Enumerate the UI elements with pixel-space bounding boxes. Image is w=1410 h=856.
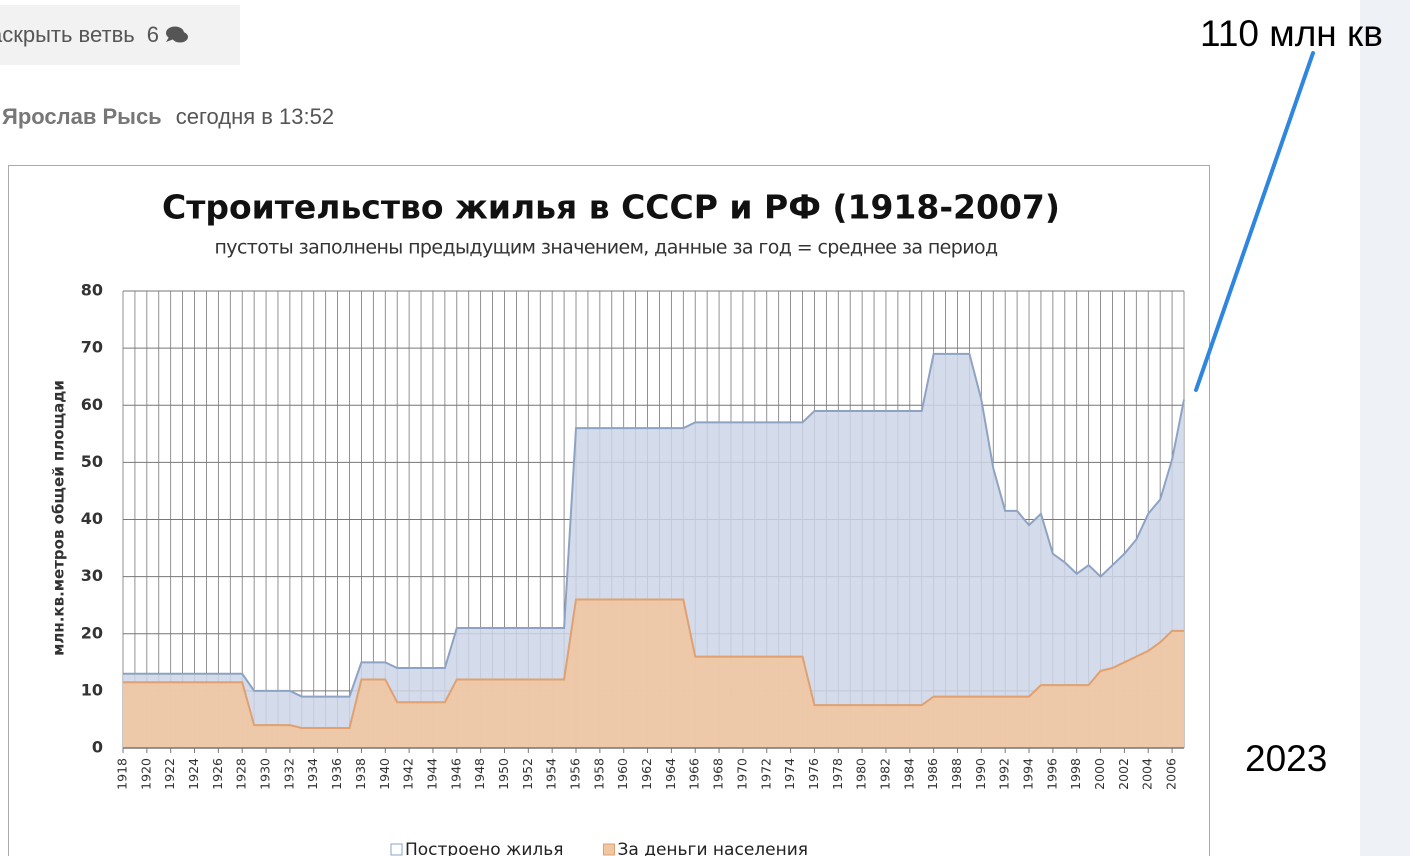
x-tick-label: 1972 <box>758 758 773 790</box>
x-tick-label: 1974 <box>782 758 797 790</box>
expand-thread-button[interactable]: аскрыть ветвь 6 <box>0 5 240 65</box>
area-line <box>123 352 1185 698</box>
y-tick-label: 20 <box>81 623 103 642</box>
x-tick-label: 1982 <box>877 758 892 790</box>
chart: Строительство жилья в СССР и РФ (1918-20… <box>8 165 1210 856</box>
post-meta: Ярослав Рысь сегодня в 13:52 <box>2 104 334 130</box>
y-tick-label: 10 <box>81 680 103 699</box>
legend-label: За деньги населения <box>617 840 808 856</box>
x-tick-label: 1948 <box>472 758 487 790</box>
chart-title: Строительство жилья в СССР и РФ (1918-20… <box>162 188 1060 227</box>
x-tick-label: 1984 <box>901 758 916 790</box>
x-tick-label: 1962 <box>639 758 654 790</box>
x-tick-label: 1950 <box>496 758 511 790</box>
x-tick-label: 1930 <box>258 758 273 790</box>
x-tick-label: 2000 <box>1092 758 1107 790</box>
y-axis-label: млн.кв.метров общей площади <box>50 380 68 656</box>
comment-icon <box>165 26 188 43</box>
x-tick-label: 1926 <box>210 758 225 790</box>
x-tick-label: 1924 <box>186 758 201 790</box>
y-tick-label: 40 <box>81 509 103 528</box>
x-tick-label: 1952 <box>520 758 535 790</box>
x-tick-label: 1944 <box>424 758 439 790</box>
x-tick-label: 1954 <box>544 758 559 790</box>
x-tick-label: 1978 <box>830 758 845 790</box>
x-tick-label: 1998 <box>1068 758 1083 790</box>
area-fill <box>123 599 1184 748</box>
author[interactable]: Ярослав Рысь <box>2 104 162 129</box>
x-tick-label: 2002 <box>1116 758 1131 790</box>
x-tick-label: 1960 <box>615 758 630 790</box>
x-tick-label: 1918 <box>115 758 130 790</box>
x-tick-label: 1968 <box>711 758 726 790</box>
x-tick-label: 1920 <box>138 758 153 790</box>
x-tick-label: 2004 <box>1140 758 1155 790</box>
chart-subtitle: пустоты заполнены предыдущим значением, … <box>214 237 997 259</box>
x-tick-label: 1988 <box>949 758 964 790</box>
x-tick-label: 1956 <box>568 758 583 790</box>
y-tick-label: 70 <box>81 338 103 357</box>
x-tick-label: 1992 <box>997 758 1012 790</box>
y-tick-label: 30 <box>81 566 103 585</box>
annotation-year: 2023 <box>1245 738 1328 779</box>
area-line <box>123 598 1184 730</box>
button-label: аскрыть ветвь <box>0 22 135 47</box>
x-tick-label: 1986 <box>925 758 940 790</box>
x-tick-label: 1940 <box>377 758 392 790</box>
x-tick-label: 1942 <box>401 758 416 790</box>
x-tick-label: 1976 <box>806 758 821 790</box>
y-tick-label: 0 <box>92 738 103 757</box>
post-time: сегодня в 13:52 <box>175 104 335 129</box>
y-tick-label: 60 <box>81 395 103 414</box>
x-tick-label: 1964 <box>663 758 678 790</box>
x-tick-label: 1922 <box>162 758 177 790</box>
y-tick-label: 80 <box>81 281 103 300</box>
x-tick-label: 1980 <box>854 758 869 790</box>
legend-swatch <box>602 843 615 856</box>
x-tick-label: 1932 <box>281 758 296 790</box>
legend-label: Построено жилья <box>405 840 563 856</box>
annotation-arrow <box>1194 51 1315 392</box>
x-tick-label: 1994 <box>1021 758 1036 790</box>
x-tick-label: 1928 <box>234 758 249 790</box>
x-tick-label: 1946 <box>448 758 463 790</box>
x-tick-label: 1938 <box>353 758 368 790</box>
x-tick-label: 2006 <box>1164 758 1179 790</box>
x-tick-label: 1934 <box>305 758 320 790</box>
x-tick-label: 1936 <box>329 758 344 790</box>
annotation-note: 110 млн кв <box>1200 13 1383 54</box>
x-tick-label: 1958 <box>591 758 606 790</box>
x-tick-label: 1996 <box>1044 758 1059 790</box>
area-fill <box>123 353 1184 748</box>
legend-swatch <box>390 843 403 856</box>
y-tick-label: 50 <box>81 452 103 471</box>
x-tick-label: 1990 <box>973 758 988 790</box>
sidebar <box>1360 0 1410 856</box>
comment-count: 6 <box>146 22 159 47</box>
x-tick-label: 1970 <box>734 758 749 790</box>
x-tick-label: 1966 <box>687 758 702 790</box>
